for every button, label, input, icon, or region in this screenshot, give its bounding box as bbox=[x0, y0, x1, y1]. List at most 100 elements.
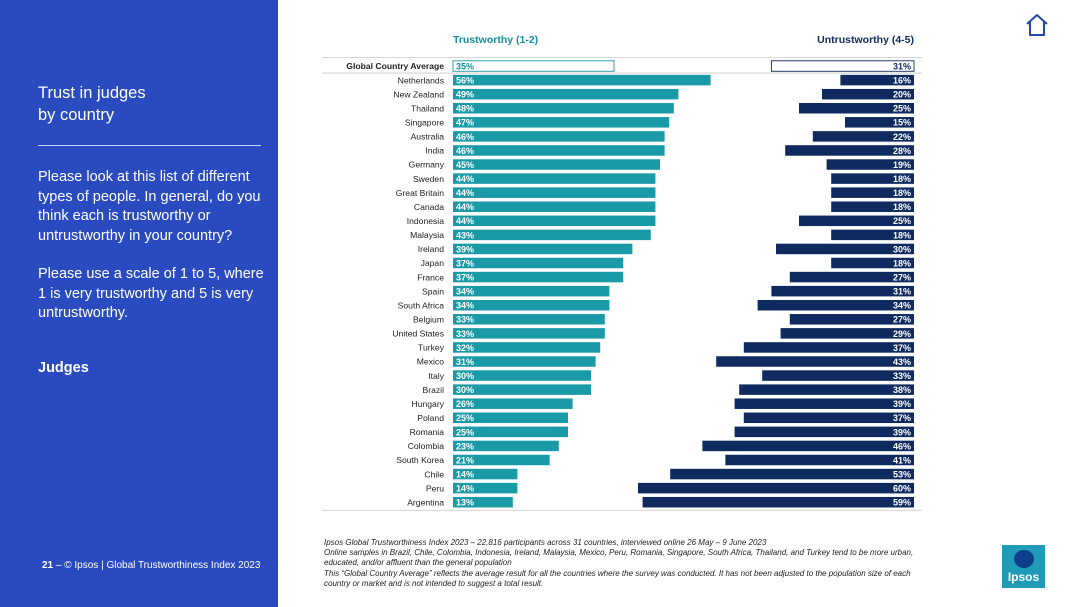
trustworthy-value-label: 30% bbox=[456, 385, 474, 395]
home-icon[interactable] bbox=[1024, 12, 1050, 38]
category-label: Argentina bbox=[407, 497, 444, 507]
category-label: Belgium bbox=[413, 314, 444, 324]
series-header-trustworthy: Trustworthy (1-2) bbox=[453, 34, 538, 46]
title-divider bbox=[38, 145, 261, 146]
untrustworthy-bar bbox=[770, 60, 915, 72]
category-label: India bbox=[425, 146, 444, 156]
untrustworthy-bar bbox=[771, 285, 914, 297]
untrustworthy-value-label: 25% bbox=[893, 216, 911, 226]
untrustworthy-value-label: 27% bbox=[893, 272, 911, 282]
untrustworthy-bar bbox=[789, 314, 914, 325]
untrustworthy-value-label: 31% bbox=[893, 287, 911, 297]
untrustworthy-bar bbox=[743, 412, 914, 424]
untrustworthy-value-label: 20% bbox=[893, 90, 911, 100]
category-label: Great Britain bbox=[396, 188, 444, 198]
untrustworthy-bar bbox=[743, 342, 914, 353]
untrustworthy-value-label: 18% bbox=[893, 230, 911, 240]
footer-copyright: – © Ipsos | Global Trustworthiness Index… bbox=[53, 560, 261, 571]
trustworthy-bar bbox=[453, 398, 573, 409]
trustworthy-value-label: 45% bbox=[456, 160, 474, 170]
trustworthy-bar bbox=[453, 314, 605, 325]
trustworthy-value-label: 32% bbox=[456, 343, 474, 353]
trustworthy-bar bbox=[453, 412, 568, 424]
category-label: Canada bbox=[414, 202, 444, 212]
category-label: Romania bbox=[410, 427, 445, 437]
untrustworthy-bar bbox=[831, 257, 914, 269]
trustworthy-value-label: 26% bbox=[456, 399, 474, 409]
footnotes: Ipsos Global Trustworthiness Index 2023 … bbox=[324, 538, 924, 589]
trustworthy-bar bbox=[453, 74, 711, 86]
untrustworthy-bar bbox=[799, 215, 914, 227]
footnote-3: This “Global Country Average” reflects t… bbox=[324, 568, 911, 588]
question-text: Please look at this list of different ty… bbox=[38, 168, 266, 343]
trustworthy-value-label: 48% bbox=[456, 104, 474, 114]
page-number: 21 bbox=[42, 560, 54, 571]
untrustworthy-bar bbox=[716, 356, 914, 367]
category-label: Netherlands bbox=[398, 75, 444, 85]
untrustworthy-value-label: 19% bbox=[893, 160, 911, 170]
untrustworthy-value-label: 16% bbox=[893, 76, 911, 86]
untrustworthy-value-label: 34% bbox=[893, 301, 911, 311]
slide-title-line-1: Trust in judges bbox=[38, 84, 146, 102]
trustworthy-bar bbox=[453, 468, 518, 480]
category-label: Singapore bbox=[405, 118, 444, 128]
untrustworthy-value-label: 37% bbox=[893, 343, 911, 353]
category-label: Peru bbox=[426, 483, 444, 493]
trustworthy-bar bbox=[453, 102, 674, 114]
question-paragraph-2: Please use a scale of 1 to 5, where 1 is… bbox=[38, 266, 264, 321]
trustworthy-value-label: 30% bbox=[456, 371, 474, 381]
trustworthy-bar bbox=[453, 145, 665, 156]
trustworthy-bar bbox=[453, 370, 591, 381]
untrustworthy-bar bbox=[831, 187, 914, 198]
trustworthy-bar bbox=[453, 187, 656, 198]
trustworthy-value-label: 43% bbox=[456, 230, 474, 240]
trustworthy-value-label: 44% bbox=[456, 188, 474, 198]
untrustworthy-value-label: 46% bbox=[893, 441, 911, 451]
untrustworthy-bar bbox=[642, 496, 914, 508]
subject-label: Judges bbox=[38, 360, 89, 376]
trustworthy-value-label: 37% bbox=[456, 258, 474, 268]
category-label: Hungary bbox=[412, 399, 445, 409]
untrustworthy-bar bbox=[702, 440, 914, 452]
trustworthy-value-label: 25% bbox=[456, 427, 474, 437]
untrustworthy-value-label: 39% bbox=[893, 427, 911, 437]
untrustworthy-bar bbox=[831, 173, 914, 184]
untrustworthy-value-label: 39% bbox=[893, 399, 911, 409]
trustworthy-bar bbox=[453, 201, 656, 212]
trustworthy-bar bbox=[453, 215, 656, 227]
untrustworthy-bar bbox=[831, 201, 914, 212]
untrustworthy-bar bbox=[831, 229, 914, 241]
trustworthy-value-label: 13% bbox=[456, 498, 474, 508]
category-label: Poland bbox=[417, 413, 444, 423]
trustworthy-bar bbox=[453, 496, 513, 508]
trustworthy-bar bbox=[453, 271, 624, 283]
category-label: Sweden bbox=[413, 174, 444, 184]
untrustworthy-value-label: 18% bbox=[893, 188, 911, 198]
category-label: Ireland bbox=[418, 244, 444, 254]
trustworthy-value-label: 23% bbox=[456, 441, 474, 451]
trustworthy-value-label: 46% bbox=[456, 132, 474, 142]
trustworthy-value-label: 47% bbox=[456, 118, 474, 128]
untrustworthy-bar bbox=[785, 145, 914, 156]
untrustworthy-value-label: 15% bbox=[893, 118, 911, 128]
untrustworthy-value-label: 59% bbox=[893, 498, 911, 508]
category-label: Japan bbox=[421, 258, 445, 268]
category-label: Brazil bbox=[423, 385, 445, 395]
slide-title: Trust in judges by country bbox=[38, 82, 258, 126]
untrustworthy-value-label: 25% bbox=[893, 104, 911, 114]
question-paragraph-1: Please look at this list of different ty… bbox=[38, 169, 261, 244]
untrustworthy-bar bbox=[826, 159, 914, 170]
untrustworthy-value-label: 37% bbox=[893, 413, 911, 423]
trustworthy-bar bbox=[453, 173, 656, 184]
untrustworthy-bar bbox=[822, 88, 914, 100]
trustworthy-value-label: 25% bbox=[456, 413, 474, 423]
untrustworthy-bar bbox=[739, 384, 914, 395]
trustworthy-bar bbox=[453, 88, 679, 100]
trustworthy-value-label: 33% bbox=[456, 315, 474, 325]
trustworthy-value-label: 44% bbox=[456, 202, 474, 212]
untrustworthy-value-label: 29% bbox=[893, 329, 911, 339]
trustworthy-bar bbox=[453, 159, 660, 170]
footer: 21 – © Ipsos | Global Trustworthiness In… bbox=[42, 560, 260, 571]
untrustworthy-bar bbox=[670, 468, 914, 480]
sidebar: Trust in judges by country Please look a… bbox=[0, 0, 278, 607]
